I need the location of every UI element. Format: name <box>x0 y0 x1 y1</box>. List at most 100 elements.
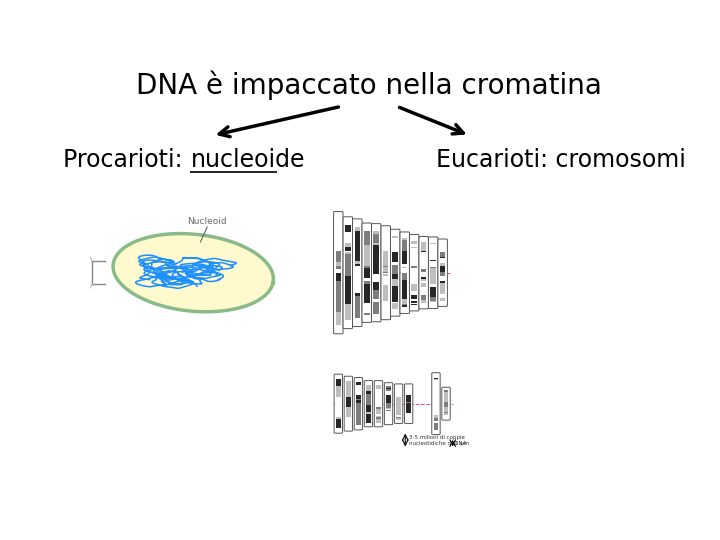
Bar <box>336 239 341 252</box>
Bar <box>440 282 446 291</box>
Bar <box>392 302 398 303</box>
Bar <box>402 265 408 267</box>
Bar <box>392 303 398 308</box>
Bar <box>364 278 369 281</box>
Bar <box>336 422 341 428</box>
Bar <box>402 299 408 301</box>
Bar <box>392 262 398 266</box>
Bar <box>406 403 411 407</box>
Bar <box>336 386 341 396</box>
Bar <box>421 244 426 249</box>
Bar <box>444 396 449 399</box>
Polygon shape <box>113 234 274 312</box>
Bar <box>356 403 361 415</box>
Bar <box>383 252 389 266</box>
FancyBboxPatch shape <box>384 383 392 424</box>
Bar <box>433 410 438 415</box>
Bar <box>386 409 391 410</box>
Bar <box>374 231 379 234</box>
Bar <box>376 409 381 414</box>
Bar <box>364 252 369 266</box>
Bar <box>421 281 426 283</box>
Bar <box>402 273 408 278</box>
Bar <box>431 285 436 287</box>
Bar <box>346 424 351 427</box>
Bar <box>345 303 351 320</box>
Text: 1 μm: 1 μm <box>456 441 469 446</box>
Bar <box>411 266 417 268</box>
Bar <box>402 303 408 304</box>
Bar <box>383 272 389 273</box>
Bar <box>383 234 389 235</box>
Bar <box>433 399 438 400</box>
Bar <box>402 280 408 299</box>
Bar <box>421 251 426 252</box>
Bar <box>433 397 438 399</box>
Bar <box>421 290 426 295</box>
Bar <box>374 245 379 253</box>
Text: 3-5 milioni di coppie
nucleotidiche di DNA: 3-5 milioni di coppie nucleotidiche di D… <box>409 435 467 446</box>
Bar <box>411 295 417 299</box>
Bar <box>386 388 391 389</box>
Bar <box>444 392 449 395</box>
Bar <box>386 395 391 403</box>
Bar <box>336 273 341 281</box>
Text: nucleoide: nucleoide <box>190 148 305 172</box>
Bar <box>402 251 408 263</box>
Bar <box>376 418 381 423</box>
Bar <box>396 415 401 417</box>
Bar <box>431 267 436 272</box>
Bar <box>392 279 398 286</box>
Bar <box>402 304 408 305</box>
Bar <box>421 300 426 303</box>
FancyBboxPatch shape <box>395 384 402 423</box>
Bar <box>392 308 398 309</box>
Bar <box>392 300 398 302</box>
Bar <box>345 232 351 237</box>
Bar <box>366 402 371 405</box>
Bar <box>421 269 426 272</box>
Bar <box>345 225 351 232</box>
Bar <box>402 263 408 264</box>
Bar <box>402 264 408 265</box>
Bar <box>345 252 351 254</box>
Bar <box>354 293 360 295</box>
Bar <box>336 252 341 261</box>
Bar <box>444 411 449 413</box>
Bar <box>431 266 436 267</box>
Bar <box>440 252 446 257</box>
Bar <box>431 244 436 247</box>
Bar <box>364 307 369 313</box>
Bar <box>402 305 408 307</box>
Bar <box>431 263 436 266</box>
Bar <box>421 262 426 269</box>
Bar <box>392 274 398 279</box>
Bar <box>354 264 360 266</box>
FancyBboxPatch shape <box>405 384 413 423</box>
Bar <box>402 301 408 303</box>
Bar <box>431 297 436 301</box>
Bar <box>444 413 449 415</box>
Bar <box>396 406 401 408</box>
Bar <box>402 240 408 242</box>
FancyBboxPatch shape <box>438 239 447 306</box>
Bar <box>383 233 389 234</box>
Bar <box>346 381 351 397</box>
Bar <box>411 247 417 248</box>
Bar <box>421 295 426 300</box>
Bar <box>392 286 398 298</box>
FancyBboxPatch shape <box>344 376 353 431</box>
Bar <box>421 252 426 258</box>
Bar <box>406 393 411 394</box>
Bar <box>444 399 449 402</box>
Bar <box>336 396 341 417</box>
Bar <box>440 257 446 258</box>
Bar <box>411 284 417 292</box>
Bar <box>392 251 398 252</box>
Bar <box>396 418 401 420</box>
Bar <box>383 240 389 252</box>
Bar <box>336 420 341 422</box>
Bar <box>376 386 381 389</box>
Bar <box>440 258 446 260</box>
FancyBboxPatch shape <box>442 387 450 420</box>
